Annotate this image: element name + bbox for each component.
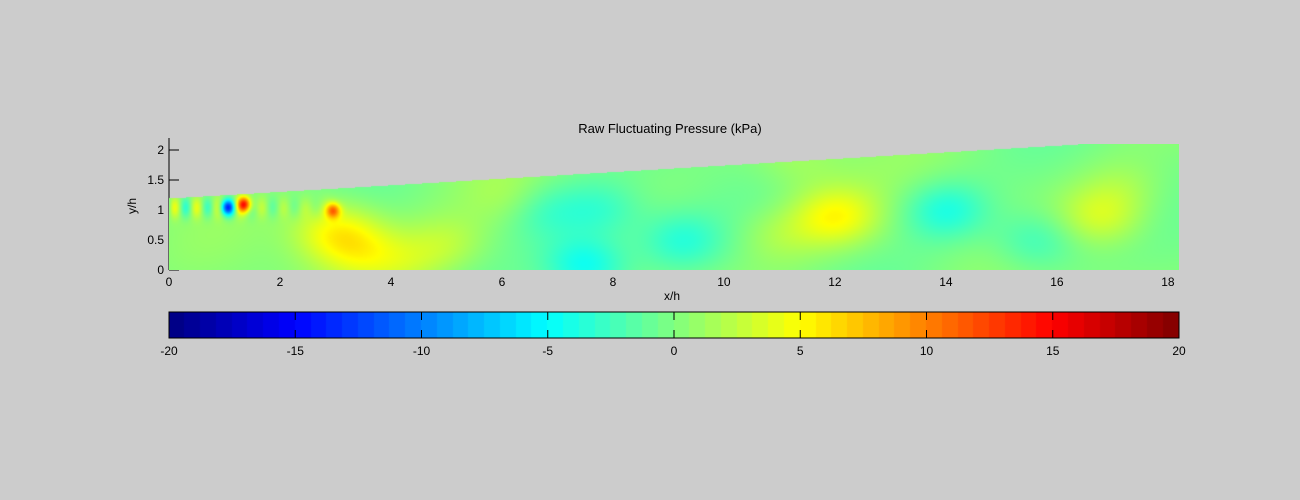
y-tick-label: 1 [157, 203, 164, 217]
x-tick-label: 18 [1161, 275, 1175, 289]
x-tick-label: 0 [166, 275, 173, 289]
y-tick-label: 2 [157, 143, 164, 157]
x-tick-label: 14 [939, 275, 953, 289]
x-tick-label: 2 [277, 275, 284, 289]
y-tick-label: 0 [157, 263, 164, 277]
x-tick-label: 16 [1050, 275, 1064, 289]
chart-title: Raw Fluctuating Pressure (kPa) [578, 121, 762, 136]
x-tick-label: 8 [610, 275, 617, 289]
x-tick-label: 4 [388, 275, 395, 289]
y-tick-label: 0.5 [147, 233, 164, 247]
x-tick-label: 10 [717, 275, 731, 289]
x-axis-label: x/h [663, 289, 680, 303]
colorbar-fill [169, 312, 1179, 338]
x-tick-label: 6 [499, 275, 506, 289]
x-tick-label: 12 [828, 275, 842, 289]
pressure-field [169, 144, 1179, 270]
y-tick-label: 1.5 [147, 173, 164, 187]
